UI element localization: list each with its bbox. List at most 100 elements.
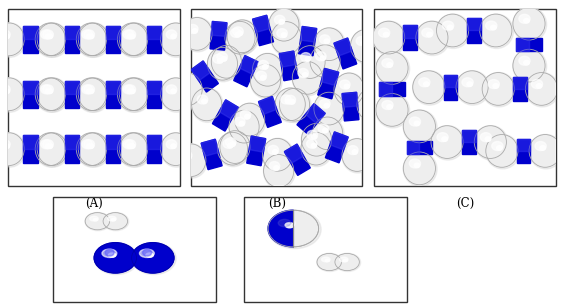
Ellipse shape [312, 117, 343, 150]
Text: (A): (A) [85, 197, 103, 210]
Ellipse shape [319, 99, 330, 108]
Ellipse shape [35, 23, 65, 56]
Ellipse shape [314, 92, 344, 125]
Ellipse shape [240, 110, 251, 119]
Ellipse shape [316, 52, 326, 61]
Polygon shape [379, 82, 405, 95]
Ellipse shape [87, 144, 92, 148]
Polygon shape [234, 56, 258, 87]
Ellipse shape [295, 46, 325, 79]
Ellipse shape [264, 155, 294, 187]
Ellipse shape [217, 52, 228, 61]
Ellipse shape [225, 21, 255, 54]
Ellipse shape [161, 23, 191, 56]
Ellipse shape [223, 139, 234, 148]
Ellipse shape [130, 34, 135, 39]
Polygon shape [516, 139, 531, 151]
Ellipse shape [207, 47, 239, 82]
Ellipse shape [343, 259, 347, 262]
Ellipse shape [279, 88, 311, 123]
Ellipse shape [302, 73, 308, 77]
Ellipse shape [467, 82, 473, 87]
Text: (C): (C) [456, 197, 474, 210]
Ellipse shape [235, 33, 241, 37]
Ellipse shape [474, 126, 508, 160]
Ellipse shape [0, 133, 26, 167]
Polygon shape [24, 136, 38, 149]
Ellipse shape [325, 259, 329, 262]
Ellipse shape [78, 133, 110, 167]
Polygon shape [468, 18, 481, 43]
Polygon shape [516, 38, 529, 51]
Ellipse shape [252, 53, 283, 86]
Ellipse shape [0, 140, 10, 149]
Ellipse shape [233, 27, 243, 36]
Ellipse shape [339, 80, 350, 89]
Ellipse shape [228, 144, 233, 148]
Ellipse shape [78, 78, 108, 111]
Ellipse shape [76, 23, 106, 56]
Polygon shape [24, 80, 38, 94]
Polygon shape [334, 38, 352, 56]
Ellipse shape [513, 49, 547, 84]
Ellipse shape [239, 121, 244, 126]
Ellipse shape [125, 30, 135, 39]
Ellipse shape [480, 133, 491, 142]
Ellipse shape [285, 95, 296, 104]
Polygon shape [201, 139, 222, 170]
Ellipse shape [172, 73, 202, 106]
Ellipse shape [37, 78, 69, 112]
Ellipse shape [271, 22, 303, 56]
Bar [8, 9, 180, 186]
Ellipse shape [339, 257, 348, 262]
Polygon shape [268, 210, 293, 247]
Ellipse shape [310, 45, 342, 79]
Ellipse shape [176, 144, 207, 178]
Polygon shape [443, 75, 457, 87]
Polygon shape [404, 25, 417, 38]
Ellipse shape [318, 124, 329, 133]
Ellipse shape [117, 133, 148, 165]
Ellipse shape [117, 133, 149, 167]
Ellipse shape [540, 146, 546, 150]
Polygon shape [147, 136, 161, 163]
Polygon shape [201, 139, 219, 156]
Ellipse shape [182, 18, 212, 50]
Ellipse shape [46, 89, 51, 94]
Ellipse shape [519, 56, 530, 65]
Ellipse shape [76, 78, 108, 112]
Ellipse shape [82, 30, 93, 39]
Ellipse shape [229, 110, 259, 143]
Ellipse shape [376, 52, 410, 86]
Ellipse shape [513, 49, 545, 82]
Ellipse shape [317, 253, 343, 271]
Ellipse shape [82, 140, 93, 149]
Ellipse shape [41, 140, 51, 149]
Ellipse shape [513, 7, 547, 42]
Ellipse shape [89, 34, 94, 39]
Ellipse shape [211, 46, 242, 78]
Polygon shape [407, 141, 432, 154]
Ellipse shape [376, 94, 408, 126]
Ellipse shape [47, 89, 53, 94]
Polygon shape [249, 136, 266, 152]
Ellipse shape [298, 68, 309, 77]
Polygon shape [191, 61, 219, 92]
Polygon shape [147, 136, 161, 149]
Ellipse shape [161, 133, 191, 165]
Ellipse shape [419, 78, 430, 87]
Ellipse shape [123, 140, 134, 149]
Ellipse shape [352, 150, 357, 154]
Ellipse shape [202, 99, 207, 104]
Ellipse shape [123, 30, 134, 39]
Ellipse shape [492, 141, 503, 151]
Ellipse shape [351, 30, 380, 62]
Ellipse shape [486, 21, 497, 30]
Ellipse shape [280, 95, 291, 104]
Ellipse shape [132, 243, 174, 273]
Polygon shape [516, 38, 542, 51]
Ellipse shape [404, 152, 437, 186]
Ellipse shape [387, 105, 392, 109]
Ellipse shape [0, 78, 26, 112]
Ellipse shape [314, 28, 344, 61]
